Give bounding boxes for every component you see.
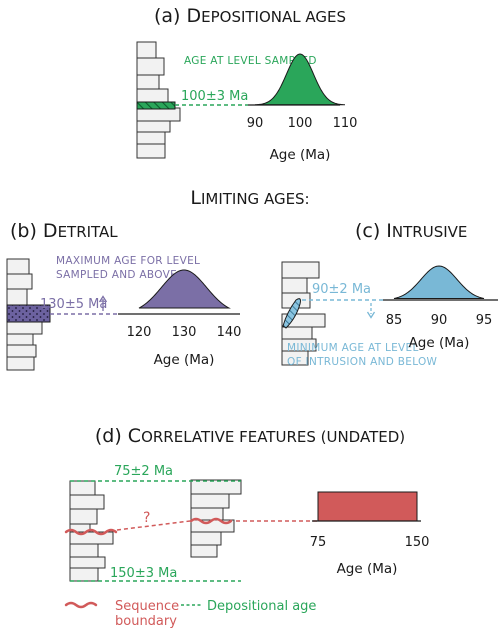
arrow-down-icon	[366, 311, 376, 319]
age-distribution-c	[393, 265, 485, 300]
tick-b-1: 130	[172, 325, 197, 340]
axis-label-a: Age (Ma)	[270, 147, 331, 163]
panel-b: (b) DETRITAL MAXIMUM AGE FOR LEVEL SAMPL…	[6, 220, 242, 371]
sequence-boundary-left	[64, 528, 118, 536]
intrusion-c	[282, 298, 301, 329]
tick-c-2: 95	[476, 313, 493, 328]
stratigraphic-column-b	[6, 258, 43, 371]
tick-d-0: 75	[310, 535, 327, 550]
limiting-ages-heading: LIMITING AGES:	[190, 187, 309, 209]
stratigraphic-column-a	[136, 41, 181, 159]
tick-c-0: 85	[386, 313, 403, 328]
axis-label-b: Age (Ma)	[154, 352, 215, 368]
panel-a: (a) DEPOSITIONAL AGES AGE AT LEVEL SAMPL…	[136, 5, 358, 163]
legend-depositional: Depositional age	[207, 599, 316, 614]
axis-label-d: Age (Ma)	[337, 561, 398, 577]
bottom-age-label: 150±3 Ma	[110, 566, 177, 581]
panel-b-title: (b) DETRITAL	[10, 220, 118, 242]
age-label-a: 100±3 Ma	[181, 89, 248, 104]
top-age-label: 75±2 Ma	[114, 464, 173, 479]
sequence-boundary-right	[189, 517, 233, 525]
panel-c-title: (c) INTRUSIVE	[355, 220, 467, 242]
panel-d: (d) CORRELATIVE FEATURES (UNDATED) 75±2 …	[64, 425, 430, 582]
tick-a-0: 90	[247, 116, 264, 131]
sampled-layer-a	[136, 101, 176, 110]
axis-label-c: Age (Ma)	[409, 335, 470, 351]
tick-b-0: 120	[127, 325, 152, 340]
panel-a-title: (a) DEPOSITIONAL AGES	[154, 5, 346, 27]
age-distribution-b	[138, 269, 231, 309]
annotation-a: AGE AT LEVEL SAMPLED	[184, 55, 317, 67]
tick-a-2: 110	[333, 116, 358, 131]
legend-sequence-line1: Sequence	[115, 599, 179, 614]
uncertainty-mark: ?	[143, 510, 150, 526]
stratigraphic-column-c	[281, 261, 326, 366]
correlation-line	[116, 520, 191, 531]
annotation-c-line1: MINIMUM AGE AT LEVEL	[287, 342, 419, 354]
annotation-b-line1: MAXIMUM AGE FOR LEVEL	[56, 255, 200, 267]
legend: Sequence boundary Depositional age	[64, 599, 316, 629]
annotation-b-line2: SAMPLED AND ABOVE	[56, 269, 177, 281]
sequence-boundary-legend-icon	[64, 601, 98, 609]
age-distribution-a	[254, 53, 346, 106]
tick-c-1: 90	[431, 313, 448, 328]
tick-b-2: 140	[217, 325, 242, 340]
panel-c: (c) INTRUSIVE 90±2 Ma MINIMUM AGE AT LEV…	[281, 220, 498, 368]
arrow-up-icon	[98, 295, 108, 303]
possible-age-range-bar	[317, 491, 418, 522]
panel-d-title: (d) CORRELATIVE FEATURES (UNDATED)	[95, 425, 405, 447]
tick-d-1: 150	[405, 535, 430, 550]
tick-a-1: 100	[288, 116, 313, 131]
annotation-c-line2: OF INTRUSION AND BELOW	[287, 356, 438, 368]
legend-sequence-line2: boundary	[115, 614, 177, 629]
age-label-c: 90±2 Ma	[312, 282, 371, 297]
age-label-b: 130±5 Ma	[40, 297, 107, 312]
